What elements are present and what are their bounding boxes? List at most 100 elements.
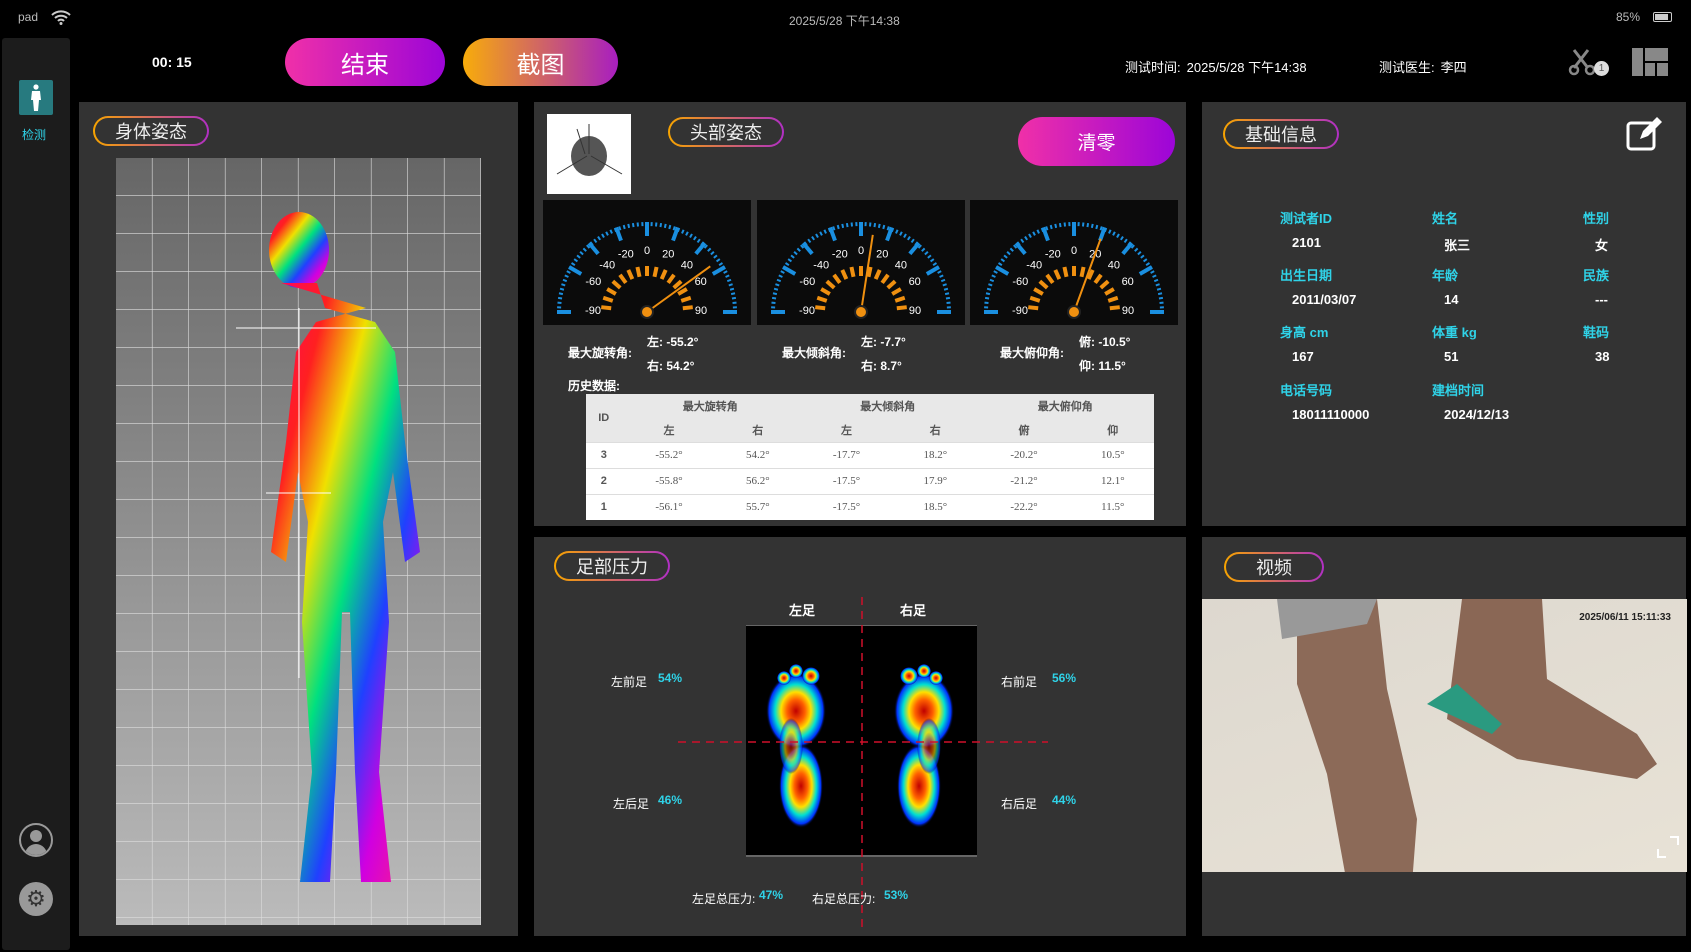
gauge-minor-tick [663, 223, 667, 229]
gauge-major-tick [587, 241, 600, 256]
col-sub-header: 俯 [976, 418, 1072, 442]
gauge-minor-tick [988, 283, 993, 287]
gauge-minor-tick [924, 251, 929, 256]
table-cell: -17.5° [798, 467, 895, 494]
gauge-minor-tick [605, 231, 609, 236]
info-label: 身高 cm [1280, 325, 1329, 340]
gauge-minor-tick [1036, 229, 1040, 234]
table-cell: 11.5° [1071, 493, 1154, 520]
gauge-tick-label: 90 [909, 305, 921, 317]
info-label: 鞋码 [1583, 325, 1610, 340]
gauge-tick-label: -20 [618, 249, 634, 261]
gauge-tick-label: -20 [1045, 249, 1061, 261]
gauge-minor-tick [811, 235, 815, 241]
gauge-minor-tick [715, 258, 721, 263]
gauge-major-tick [1014, 241, 1027, 256]
gauge-inner-tick [880, 273, 890, 285]
table-cell: -55.8° [621, 467, 717, 494]
gauge-minor-tick [1086, 222, 1090, 228]
gauge-minor-tick [1045, 226, 1049, 231]
body-heatmap-image [116, 158, 481, 925]
gauge-minor-tick [597, 235, 601, 241]
gauge-minor-tick [886, 226, 890, 231]
summary-label: 最大俯仰角: [1000, 346, 1064, 360]
gauge-inner-tick [659, 269, 668, 280]
gauge-minor-tick [921, 247, 926, 252]
gauge-minor-tick [566, 270, 571, 274]
table-row[interactable]: 1 -56.1° 55.7° -17.5° 18.5° -22.2° 11.5° [586, 493, 1154, 520]
gauge-major-tick [801, 241, 814, 256]
gauge-minor-tick [989, 278, 995, 283]
gauge-minor-tick [1009, 247, 1014, 252]
gauge-major-tick [1121, 241, 1134, 256]
gauge-minor-tick [942, 283, 947, 287]
table-cell: -17.7° [798, 441, 895, 468]
gauge-tick-label: -40 [813, 260, 829, 272]
gear-icon[interactable]: ⚙ [19, 882, 53, 916]
table-row[interactable]: 3 -55.2° 54.2° -17.7° 18.2° -20.2° 10.5° [586, 441, 1154, 468]
layout-icon[interactable] [1632, 48, 1668, 76]
gauge-minor-tick [731, 296, 737, 300]
table-cell: 3 [586, 441, 622, 468]
gauge-minor-tick [710, 251, 715, 256]
info-value: 张三 [1444, 238, 1471, 253]
video-player[interactable]: 2025/06/11 15:11:33 [1202, 599, 1687, 872]
gauge-minor-tick [1108, 229, 1112, 234]
gauge-inner-tick [680, 295, 692, 303]
reset-button[interactable]: 清零 [1018, 117, 1175, 166]
gauge-minor-tick [576, 254, 581, 259]
gauge-minor-tick [776, 278, 782, 283]
table-cell: 17.9° [894, 467, 977, 494]
gauge-tick-label: 60 [1122, 276, 1134, 288]
table-cell: -17.5° [798, 493, 895, 520]
gauge-inner-tick [873, 269, 882, 280]
gauge-minor-tick [725, 274, 730, 278]
summary-value-b: 右: 54.2° [647, 359, 695, 373]
gauge-minor-tick [1145, 262, 1151, 266]
gauge-minor-tick [582, 247, 587, 252]
gauge-minor-tick [778, 274, 783, 278]
gauge-minor-tick [910, 238, 915, 244]
gauge-needle [860, 234, 874, 313]
col-group: 最大旋转角 [621, 394, 799, 418]
gauge-hub [640, 305, 654, 319]
gauge-minor-tick [703, 244, 708, 249]
gauge-minor-tick [689, 233, 693, 239]
gauge-inner-tick [816, 295, 828, 303]
gauge-major-tick [885, 226, 894, 242]
screenshot-button[interactable]: 截图 [463, 38, 618, 86]
sidebar-item-detect[interactable] [19, 80, 53, 115]
fullscreen-icon[interactable] [1656, 835, 1680, 859]
sidebar-item-label: 检测 [22, 128, 47, 142]
gauge-inner-tick [626, 269, 635, 280]
user-icon[interactable] [19, 823, 53, 857]
gauge-minor-tick [940, 278, 946, 283]
edit-icon[interactable] [1626, 117, 1666, 151]
gauge-tick-label: -60 [585, 276, 601, 288]
gauge-tick-label: 60 [909, 276, 921, 288]
gauge-tick-label: -90 [585, 305, 601, 317]
gauge-inner-tick [601, 305, 612, 311]
gauge-minor-tick [775, 283, 780, 287]
gauge-minor-tick [917, 244, 922, 249]
table-cell: -21.2° [976, 467, 1072, 494]
end-button[interactable]: 结束 [285, 38, 445, 86]
gauge-tick-label: -60 [799, 276, 815, 288]
gauge-tick-label: 0 [858, 245, 864, 257]
gauge-inner-tick [832, 273, 842, 285]
gauge-minor-tick [707, 247, 712, 252]
info-label: 电话号码 [1280, 383, 1333, 398]
gauge-inner-tick [866, 266, 873, 278]
info-value: 38 [1595, 349, 1610, 364]
gauge-minor-tick [800, 244, 805, 249]
table-cell: -20.2° [976, 441, 1072, 468]
gauge-minor-tick [1099, 226, 1103, 231]
info-label: 测试者ID [1280, 211, 1333, 226]
gauge-minor-tick [1152, 274, 1157, 278]
table-row[interactable]: 2 -55.8° 56.2° -17.5° 17.9° -21.2° 12.1° [586, 467, 1154, 494]
summary-value-b: 右: 8.7° [861, 359, 902, 373]
gauge-major-tick [614, 226, 623, 242]
gauge-tick-label: -40 [1026, 260, 1042, 272]
gauge-tick-label: 60 [695, 276, 707, 288]
gauge-inner-tick [666, 273, 676, 285]
